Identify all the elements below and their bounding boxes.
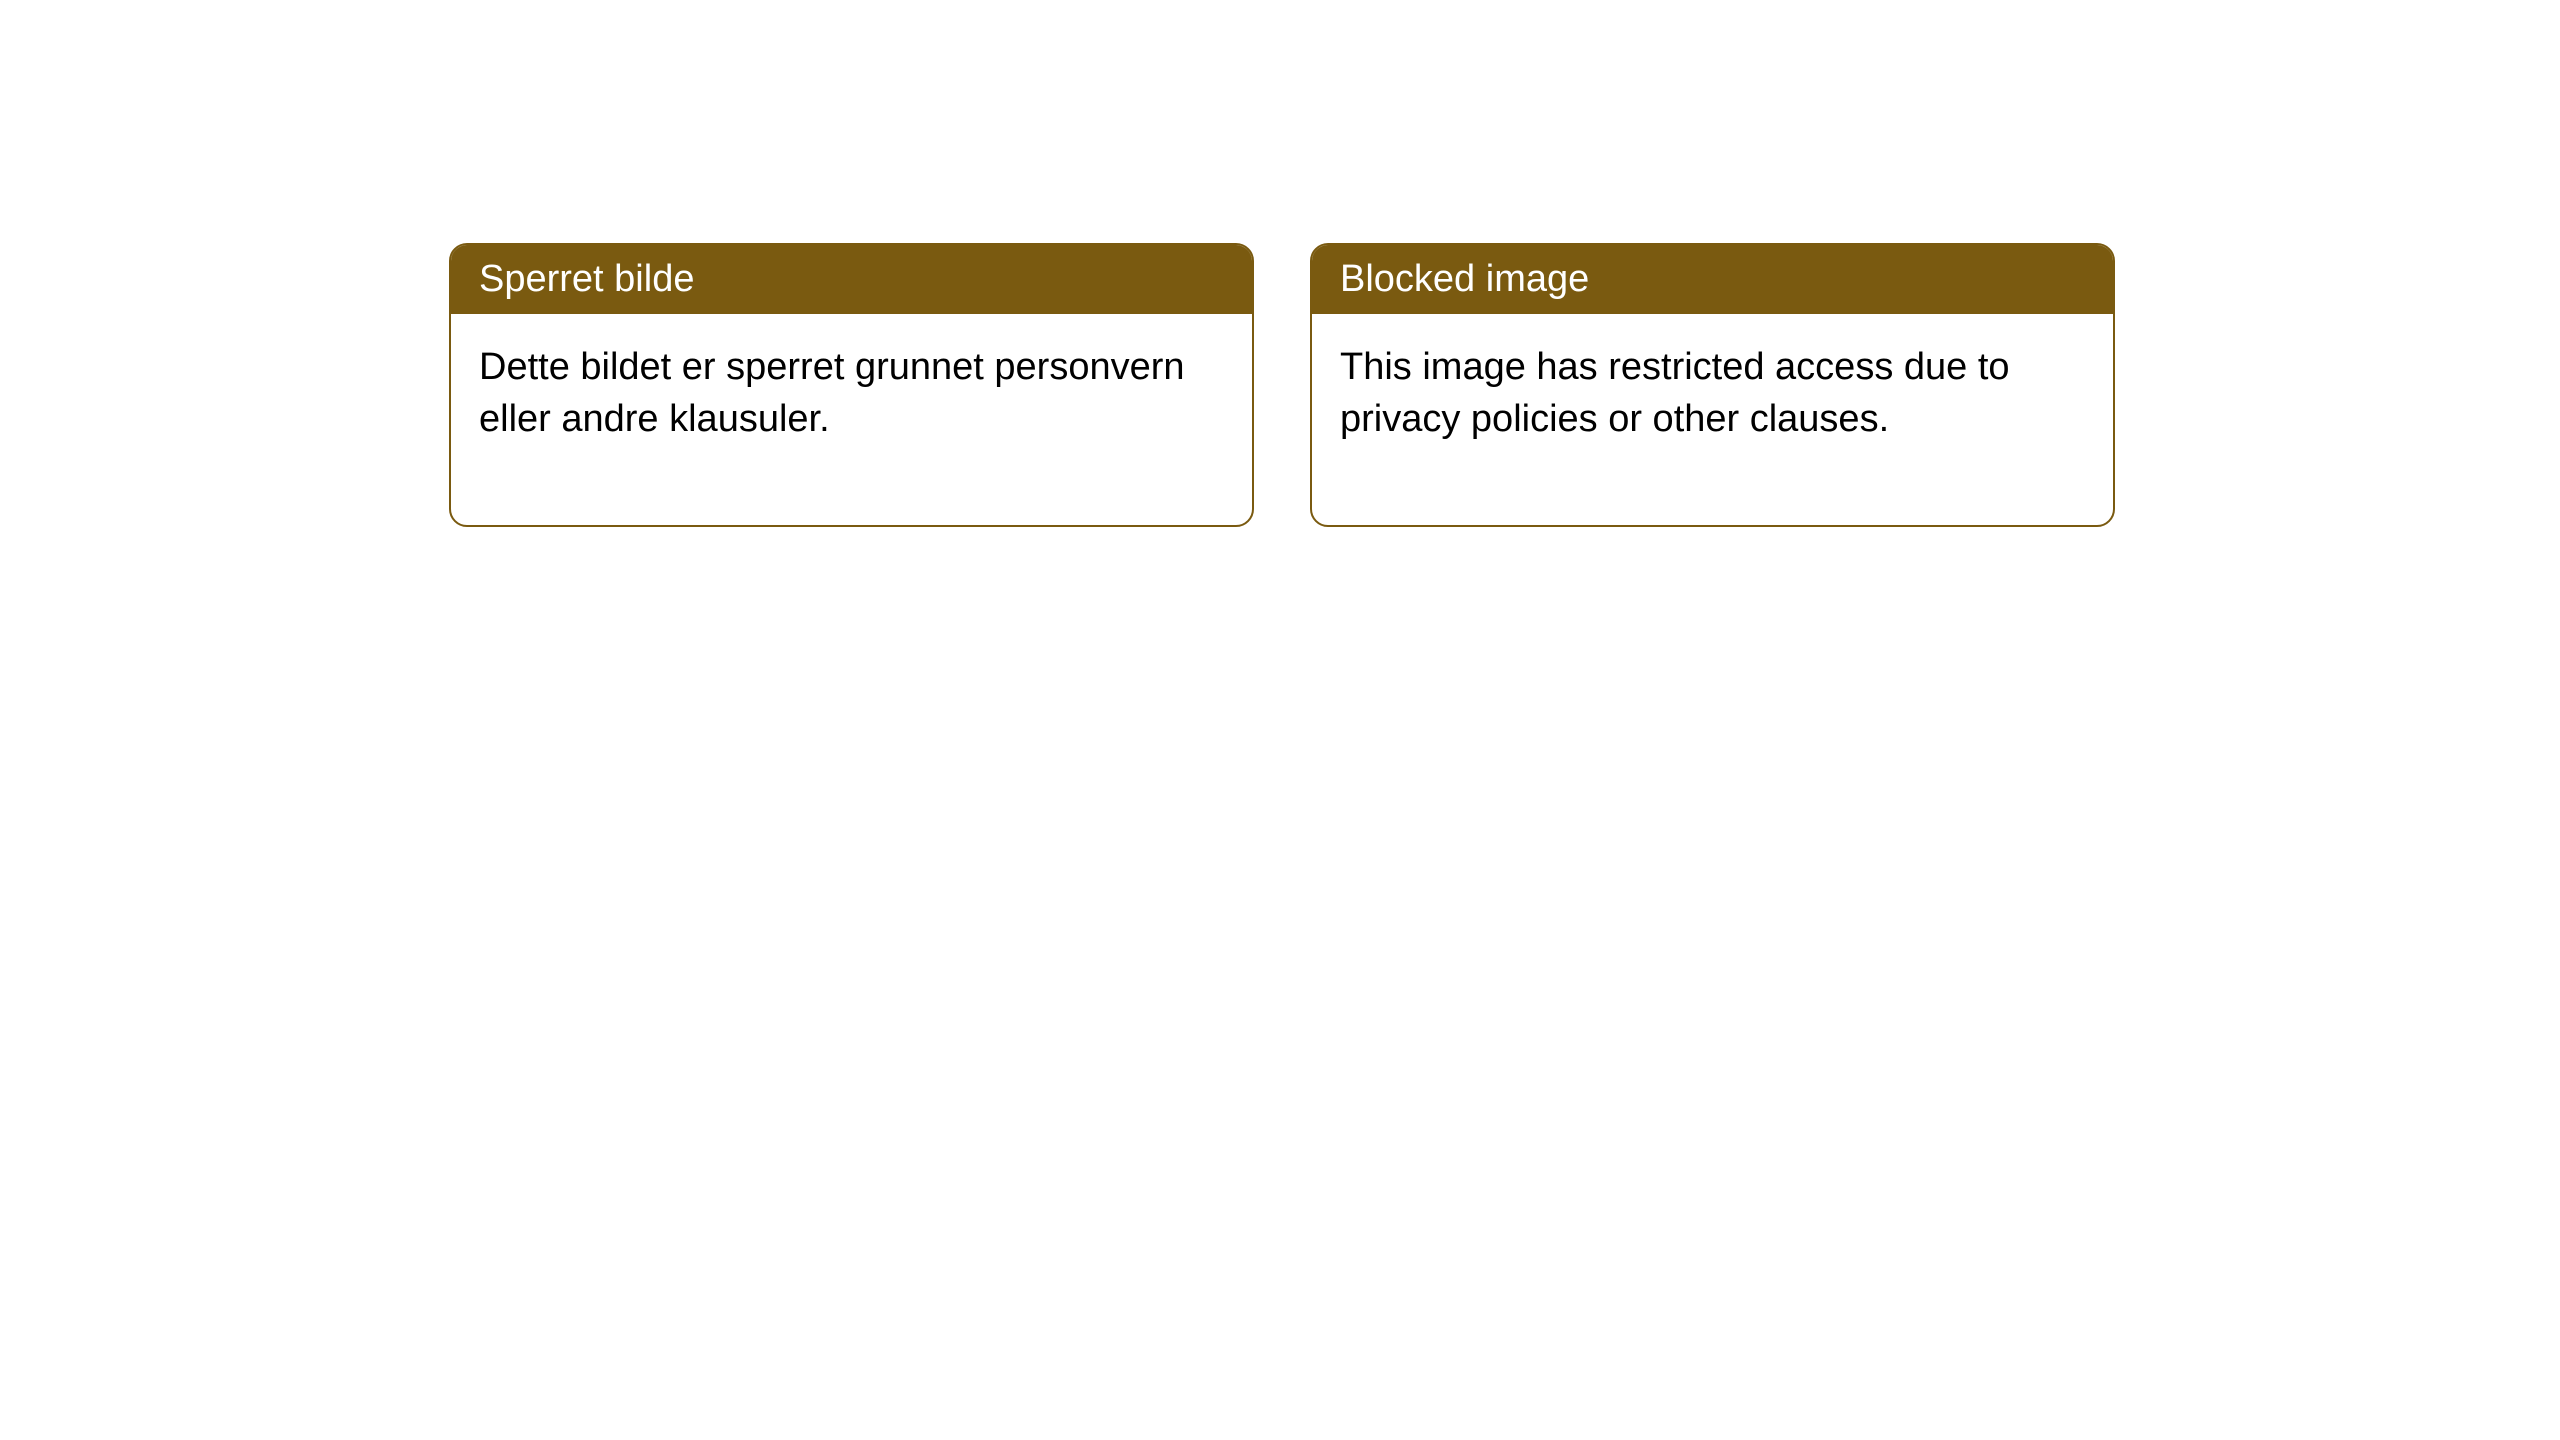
notice-card-header: Blocked image <box>1312 245 2113 314</box>
notice-container: Sperret bilde Dette bildet er sperret gr… <box>449 243 2115 527</box>
notice-card-english: Blocked image This image has restricted … <box>1310 243 2115 527</box>
notice-card-body: Dette bildet er sperret grunnet personve… <box>451 314 1252 525</box>
notice-card-header: Sperret bilde <box>451 245 1252 314</box>
notice-card-norwegian: Sperret bilde Dette bildet er sperret gr… <box>449 243 1254 527</box>
notice-card-body: This image has restricted access due to … <box>1312 314 2113 525</box>
